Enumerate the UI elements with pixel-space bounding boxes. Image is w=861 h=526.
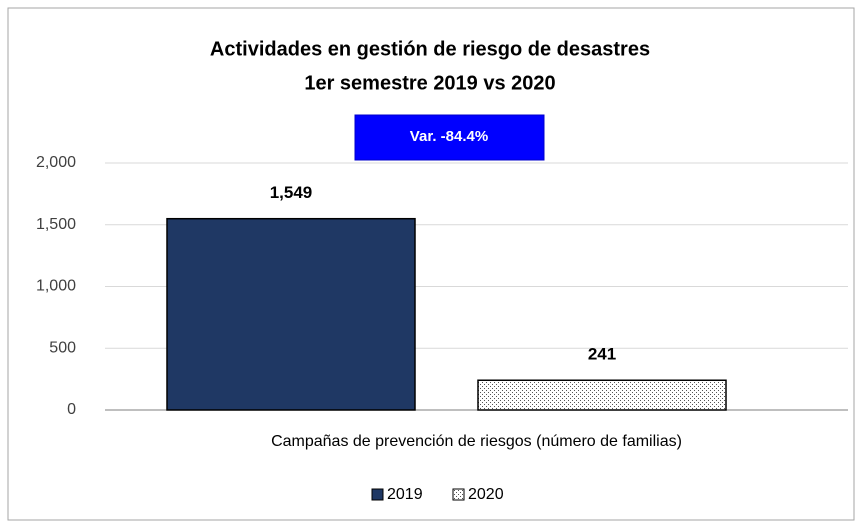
x-tick-label: Campañas de prevención de riesgos (númer… <box>271 433 682 450</box>
chart-border <box>7 7 855 521</box>
y-tick-label: 1,500 <box>36 216 76 233</box>
y-tick-label: 500 <box>49 339 76 356</box>
y-tick-label: 1,000 <box>36 278 76 295</box>
annotation-box <box>354 114 545 161</box>
annotation: Var. -84.4% <box>410 128 488 145</box>
legend-swatch <box>371 488 384 501</box>
bar <box>166 217 416 411</box>
y-tick-label: 2,000 <box>36 154 76 171</box>
chart-title: Actividades en gestión de riesgo de desa… <box>210 38 650 60</box>
chart-subtitle: 1er semestre 2019 vs 2020 <box>304 72 555 94</box>
legend-label: 2020 <box>468 486 504 503</box>
legend-swatch <box>452 488 465 501</box>
y-tick-label: 0 <box>67 401 76 418</box>
bar <box>477 379 727 411</box>
data-label: 1,549 <box>270 183 313 202</box>
legend-label: 2019 <box>387 486 423 503</box>
data-label: 241 <box>588 345 616 364</box>
